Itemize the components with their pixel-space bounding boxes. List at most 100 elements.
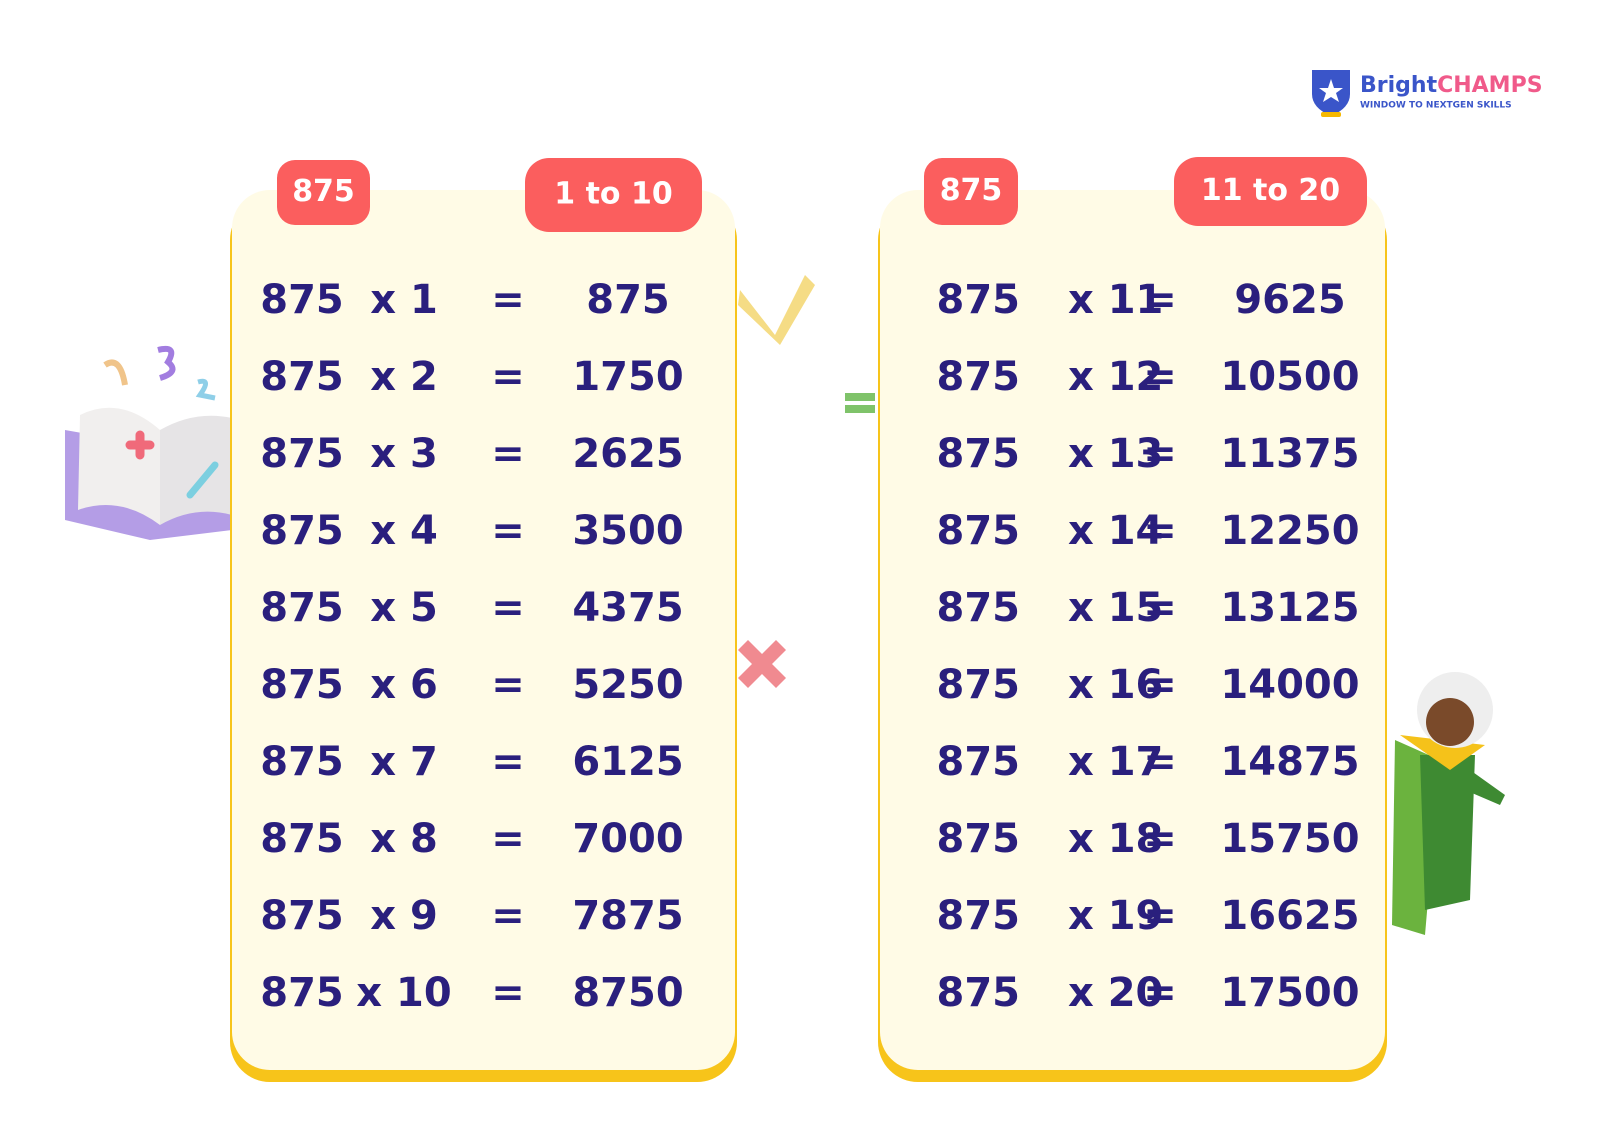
arm [1465,770,1505,805]
badge [277,160,370,225]
row-times: x 5 [370,585,438,631]
row-base: 875 [260,508,344,554]
row-equals: = [1143,662,1177,708]
character [1392,672,1505,935]
row-times: x 3 [370,431,438,477]
row-base: 875 [937,431,1021,477]
row-equals: = [491,431,525,477]
decor-equals [845,393,875,401]
logo-tagline: WINDOW TO NEXTGEN SKILLS [1360,101,1512,111]
row-times: x 13 [1068,431,1163,477]
row-equals: = [1143,277,1177,323]
range-tag [1174,157,1367,226]
row-equals: = [1143,431,1177,477]
row-times: x 1 [370,277,438,323]
percent-icon [186,461,219,499]
panel [880,190,1385,1070]
book-page [160,415,232,525]
row-base: 875 [937,662,1021,708]
row-times: x 14 [1068,508,1163,554]
row-result: 7875 [572,893,683,939]
row-times: x 4 [370,508,438,554]
row-times: x 20 [1068,970,1163,1016]
row-base: 875 [260,662,344,708]
row-result: 12250 [1220,508,1359,554]
digit-icon [157,345,176,381]
row-equals: = [491,585,525,631]
row-base: 875 [937,508,1021,554]
row-times: x 8 [370,816,438,862]
row-equals: = [491,508,525,554]
panel [232,190,735,1070]
row-result: 14875 [1220,739,1359,785]
row-base: 875 [260,816,344,862]
row-base: 875 [937,970,1021,1016]
row-result: 16625 [1220,893,1359,939]
row-times: x 16 [1068,662,1163,708]
row-result: 1750 [572,354,683,400]
row-times: x 10 [356,970,451,1016]
row-result: 6125 [572,739,683,785]
range-text: 1 to 10 [554,177,672,212]
row-equals: = [491,893,525,939]
row-result: 9625 [1234,277,1345,323]
digit-icon [103,359,128,386]
decor-times [738,640,786,688]
logo-champs: CHAMPS [1437,73,1542,98]
row-result: 15750 [1220,816,1359,862]
logo-base [1321,112,1341,117]
row-base: 875 [937,816,1021,862]
row-equals: = [491,739,525,785]
badge-text: 875 [292,174,355,209]
row-base: 875 [260,585,344,631]
row-equals: = [1143,970,1177,1016]
body [1420,755,1475,910]
row-times: x 17 [1068,739,1163,785]
row-base: 875 [937,893,1021,939]
badge [924,158,1018,225]
row-times: x 15 [1068,585,1163,631]
plus-icon [125,430,155,460]
range-text: 11 to 20 [1201,173,1340,208]
row-equals: = [491,354,525,400]
row-times: x 2 [370,354,438,400]
decor-check [738,275,815,345]
row-times: x 6 [370,662,438,708]
row-equals: = [1143,508,1177,554]
row-result: 4375 [572,585,683,631]
face [1426,698,1474,746]
row-equals: = [491,970,525,1016]
row-equals: = [491,816,525,862]
row-times: x 11 [1068,277,1163,323]
badge-text: 875 [940,173,1003,208]
row-base: 875 [260,277,344,323]
row-base: 875 [260,893,344,939]
row-base: 875 [260,431,344,477]
row-result: 3500 [572,508,683,554]
row-result: 7000 [572,816,683,862]
row-base: 875 [260,354,344,400]
row-equals: = [1143,816,1177,862]
row-equals: = [1143,893,1177,939]
row-equals: = [1143,739,1177,785]
row-equals: = [491,277,525,323]
row-equals: = [1143,354,1177,400]
panels: 875 1 to 10 875 x 1 = 875 875 x 2 = 1750 875 x 3 = 26… [230,157,1387,1082]
row-result: 11375 [1220,431,1359,477]
row-result: 875 [586,277,670,323]
row-result: 10500 [1220,354,1359,400]
digit-icon [195,378,216,401]
row-base: 875 [937,354,1021,400]
row-times: x 9 [370,893,438,939]
row-result: 17500 [1220,970,1359,1016]
row-equals: = [1143,585,1177,631]
decor-equals [845,405,875,413]
logo-star [1319,79,1343,102]
decor-book [65,345,232,540]
range-tag [525,158,702,232]
row-equals: = [491,662,525,708]
row-times: x 12 [1068,354,1163,400]
logo-brand: BrightCHAMPS [1360,73,1543,98]
row-result: 5250 [572,662,683,708]
